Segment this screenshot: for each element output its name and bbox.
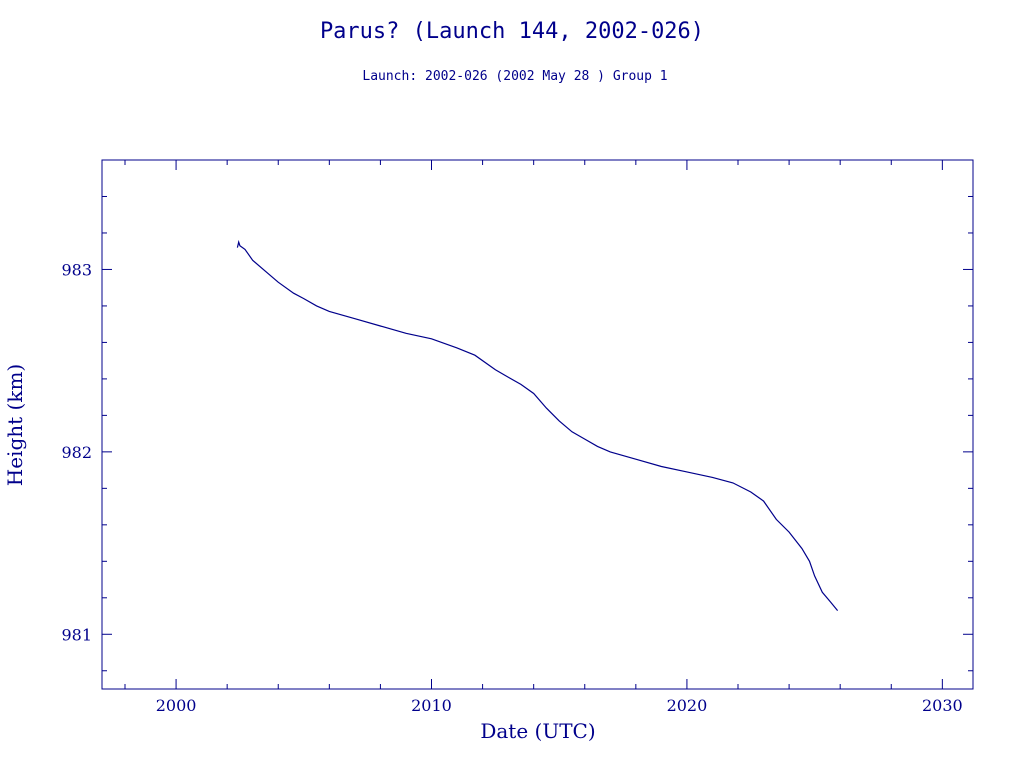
plot-frame (101, 159, 974, 690)
x-tick-label: 2010 (411, 696, 452, 715)
tick-labels: 2000 2010 2020 2030 981 982 983 (61, 260, 962, 715)
y-axis-label: Height (km) (3, 364, 27, 486)
y-tick-label: 982 (61, 443, 92, 462)
series-line (236, 239, 839, 611)
chart-subtitle: Launch: 2002-026 (2002 May 28 ) Group 1 (362, 69, 667, 84)
x-tick-label: 2030 (922, 696, 963, 715)
axis-ticks (102, 159, 973, 689)
y-tick-label: 983 (61, 260, 92, 279)
chart-title: Parus? (Launch 144, 2002-026) (320, 19, 704, 44)
x-axis-label: Date (UTC) (480, 719, 595, 743)
x-tick-label: 2020 (667, 696, 708, 715)
x-tick-label: 2000 (156, 696, 197, 715)
y-tick-label: 981 (61, 625, 92, 644)
